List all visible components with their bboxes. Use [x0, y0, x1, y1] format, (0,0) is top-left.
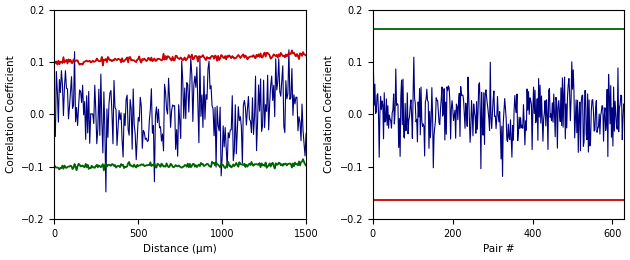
Y-axis label: Correlation Coefficient: Correlation Coefficient [6, 55, 16, 173]
X-axis label: Distance (μm): Distance (μm) [143, 244, 217, 255]
X-axis label: Pair #: Pair # [483, 244, 514, 255]
Y-axis label: Correlation Coefficient: Correlation Coefficient [324, 55, 334, 173]
